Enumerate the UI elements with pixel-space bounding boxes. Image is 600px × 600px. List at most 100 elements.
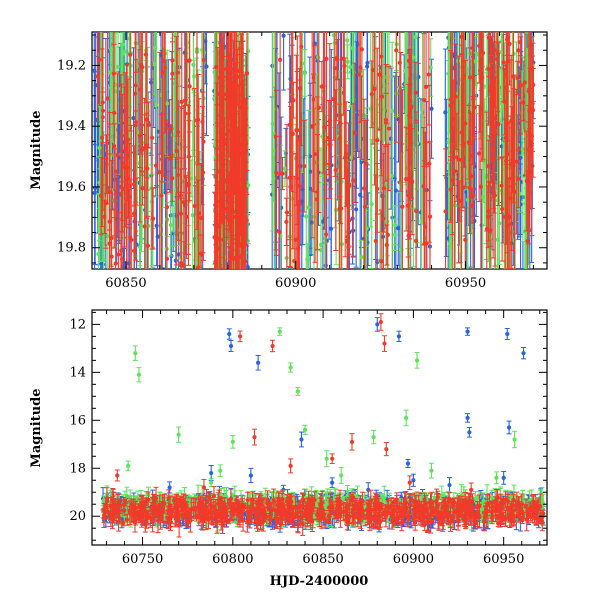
data-point <box>133 83 138 88</box>
data-point <box>443 209 448 214</box>
data-point <box>287 175 292 180</box>
data-point <box>358 192 363 197</box>
data-point <box>348 64 353 70</box>
y-tick-label: 19.4 <box>57 119 86 134</box>
data-point <box>274 170 279 175</box>
bottom-plot-frame <box>91 309 548 546</box>
data-point <box>480 50 486 56</box>
data-point <box>233 214 238 220</box>
data-point <box>311 97 316 102</box>
y-tick-label: 19.6 <box>57 180 86 195</box>
data-point <box>453 203 458 208</box>
data-point <box>204 64 209 69</box>
data-point <box>242 157 247 162</box>
data-point <box>354 207 359 212</box>
data-point <box>244 218 249 223</box>
data-point <box>501 140 506 145</box>
data-point <box>480 195 485 200</box>
data-point <box>215 236 220 241</box>
data-point <box>128 52 133 57</box>
top-data-points <box>92 32 536 269</box>
data-point <box>183 98 188 103</box>
data-point <box>383 120 389 125</box>
data-point <box>316 105 321 110</box>
data-point <box>150 135 155 140</box>
data-point <box>323 232 329 237</box>
data-point <box>516 176 521 181</box>
data-point <box>364 64 370 69</box>
data-point <box>413 34 418 40</box>
data-point <box>187 58 192 63</box>
data-point <box>183 174 188 180</box>
data-point <box>196 117 201 122</box>
data-point <box>349 155 354 160</box>
data-point <box>237 242 242 248</box>
data-point <box>352 130 357 135</box>
data-point <box>108 47 114 52</box>
data-point <box>421 97 427 103</box>
data-point <box>244 71 250 76</box>
data-point <box>293 237 298 242</box>
data-point <box>167 126 172 131</box>
data-point <box>486 214 491 219</box>
y-tick-label: 19.8 <box>57 241 86 256</box>
data-point <box>488 134 493 139</box>
data-point <box>361 186 367 191</box>
data-point <box>402 68 408 74</box>
data-point <box>496 122 501 127</box>
data-point <box>511 182 516 187</box>
data-point <box>384 219 390 224</box>
data-point <box>127 36 132 41</box>
data-point <box>514 159 519 164</box>
data-point <box>364 226 369 231</box>
data-point <box>343 155 348 160</box>
data-point <box>316 55 321 60</box>
data-point <box>392 232 398 237</box>
data-point <box>98 193 104 198</box>
data-point <box>146 122 151 128</box>
data-point <box>359 254 364 260</box>
data-point <box>345 59 350 64</box>
x-tick-label: 60950 <box>445 276 486 291</box>
data-point <box>122 49 128 54</box>
data-point <box>386 126 392 131</box>
data-point <box>373 238 378 244</box>
data-point <box>228 245 234 250</box>
data-point <box>115 127 121 132</box>
y-tick-label: 19.2 <box>57 58 86 73</box>
data-point <box>525 238 530 244</box>
data-point <box>454 155 459 160</box>
data-point <box>170 71 175 76</box>
data-point <box>160 70 165 75</box>
data-point <box>486 66 491 71</box>
data-point <box>284 210 290 215</box>
data-point <box>457 198 462 204</box>
data-point <box>217 199 222 204</box>
data-point <box>140 185 145 191</box>
data-point <box>515 75 520 80</box>
data-point <box>299 44 304 49</box>
data-point <box>131 211 137 216</box>
data-point <box>448 187 453 192</box>
data-point <box>429 106 434 111</box>
data-point <box>370 67 376 73</box>
x-tick-label: 60850 <box>105 276 146 291</box>
data-point <box>426 72 431 77</box>
data-point <box>377 72 382 77</box>
data-point <box>95 74 100 79</box>
data-point <box>302 164 307 169</box>
data-point <box>467 185 472 190</box>
data-point <box>270 121 275 127</box>
series-2-points <box>95 32 536 269</box>
data-point <box>108 70 113 75</box>
data-point <box>113 169 118 174</box>
data-point <box>477 151 482 156</box>
data-point <box>450 125 455 130</box>
data-point <box>507 215 512 220</box>
data-point <box>459 157 464 163</box>
data-point <box>137 87 142 92</box>
data-point <box>277 229 282 235</box>
data-point <box>342 63 347 69</box>
